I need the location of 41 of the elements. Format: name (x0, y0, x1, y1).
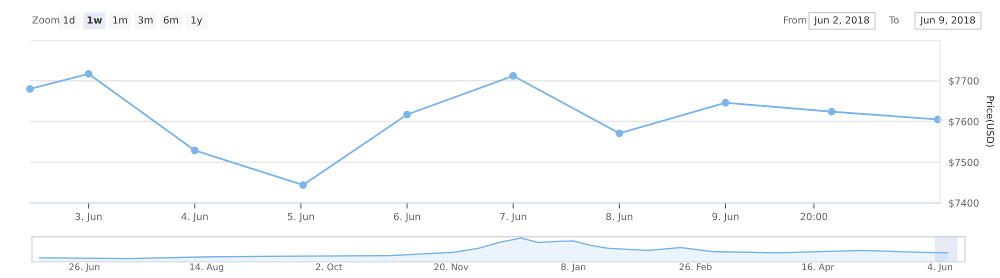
x-tick-label: 26. Feb (680, 263, 712, 270)
x-tick-label: 6. Jun (394, 212, 420, 222)
x-tick-label: 9. Jun (712, 212, 738, 222)
text: Jun 2, 2018 (814, 16, 870, 26)
point (84, 70, 92, 78)
x-tick-label: 3. Jun (76, 212, 102, 222)
point (190, 146, 199, 154)
x-tick-label: 4. Jun (181, 212, 208, 222)
point (403, 110, 411, 118)
x-tick-label: 2. Oct (316, 263, 342, 270)
point (828, 108, 836, 116)
text: 1y (192, 16, 202, 26)
x-tick-label: 7. Jun (500, 212, 526, 222)
text: 1w (88, 16, 102, 24)
point (26, 85, 34, 93)
point (509, 72, 518, 80)
point (616, 129, 624, 138)
x-tick-label: 14. Aug (190, 264, 224, 272)
y-tick-label: $7500 (949, 158, 979, 168)
y-tick-label: $7600 (949, 118, 979, 127)
x-tick-label: 8. Jun (606, 212, 632, 222)
text: From (784, 16, 806, 24)
point (722, 98, 730, 107)
x-tick-label: 4. Jun (928, 264, 952, 272)
y-tick-label: $7700 (949, 77, 979, 86)
text: 3m (138, 16, 153, 24)
text: 6m (164, 16, 178, 24)
x-tick-label: 5. Jun (288, 212, 314, 222)
point (299, 181, 307, 189)
y-tick-label: $7400 (949, 199, 979, 208)
text: Zoom (32, 16, 60, 24)
x-tick-label: 20:00 (800, 212, 828, 220)
text: To (888, 16, 899, 24)
x-tick-label: 8. Jan (561, 263, 586, 272)
text: 1m (113, 16, 128, 24)
x-tick-label: 16. Apr (802, 263, 834, 272)
x-tick-label: 20. Nov (434, 263, 468, 270)
text: 1d (64, 16, 74, 24)
x-tick-label: 26. Jun (69, 263, 100, 272)
text: Jun 9, 2018 (920, 16, 976, 26)
y-axis-title: Price(USD) (986, 96, 994, 147)
